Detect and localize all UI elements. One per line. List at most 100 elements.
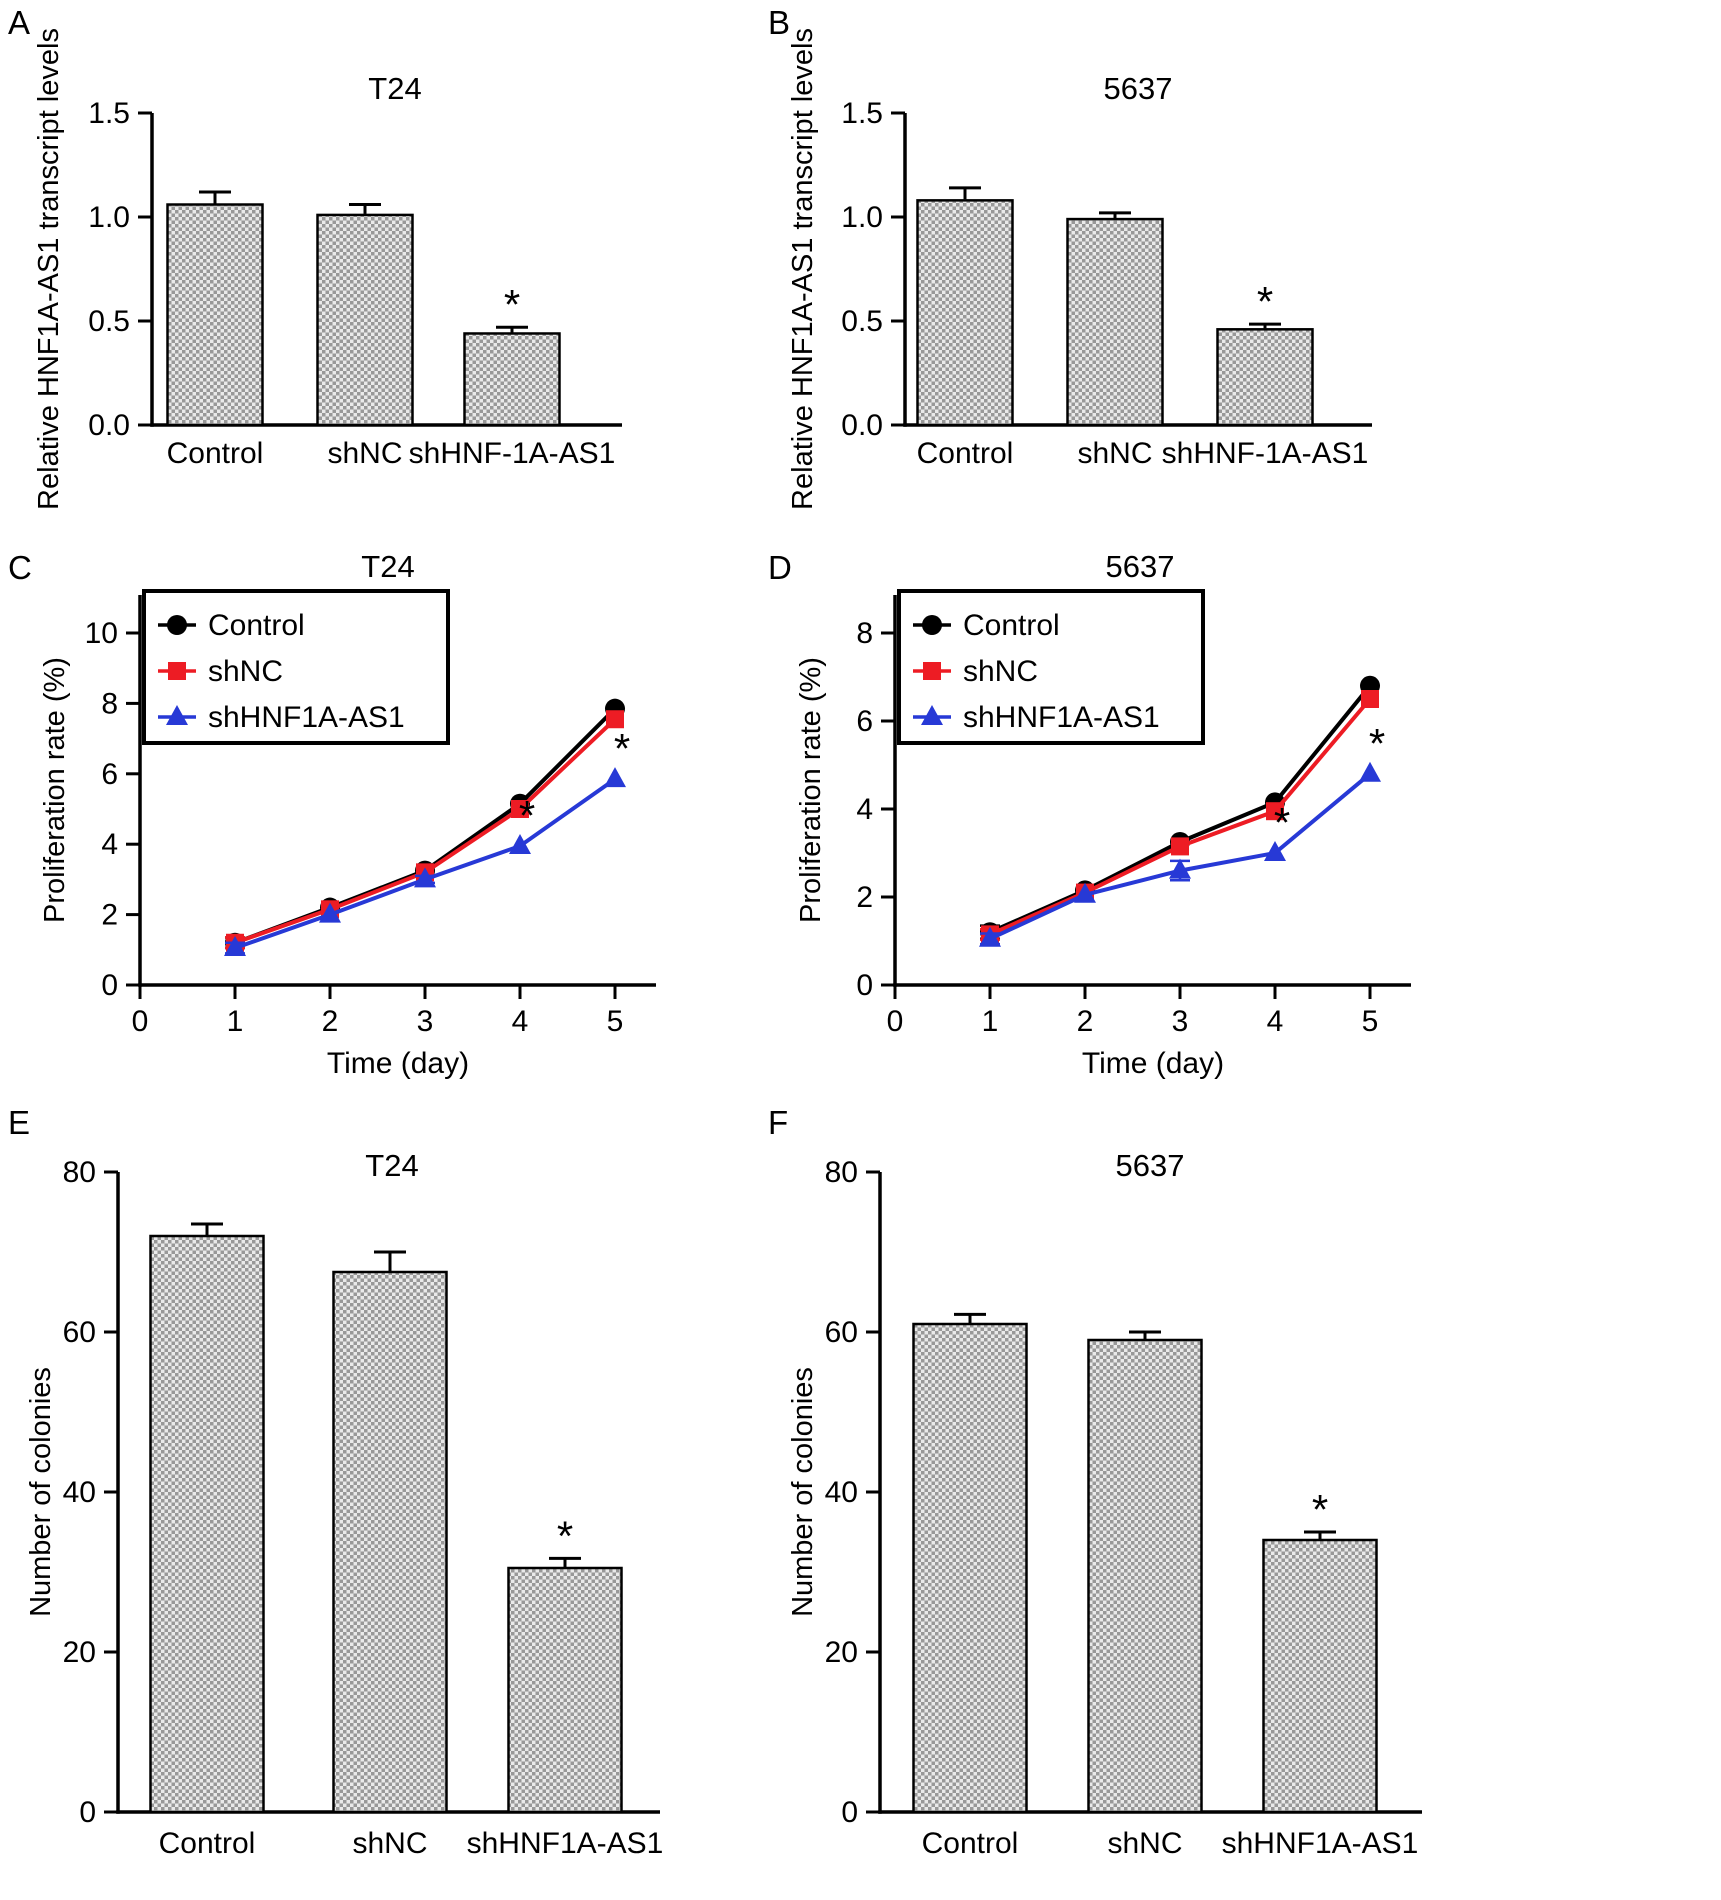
svg-text:Relative HNF1A-AS1 transcript: Relative HNF1A-AS1 transcript levels bbox=[787, 28, 819, 510]
svg-text:shHNF1A-AS1: shHNF1A-AS1 bbox=[467, 1827, 664, 1860]
panel-a: A 0.0 0.5 1.0 1.5 Control shNC * shHNF-1A-AS1 T2… bbox=[0, 0, 860, 545]
panel-f-letter: F bbox=[768, 1104, 789, 1141]
svg-text:*: * bbox=[1369, 720, 1385, 767]
svg-text:*: * bbox=[1312, 1486, 1328, 1533]
svg-text:1.0: 1.0 bbox=[841, 201, 883, 234]
svg-text:60: 60 bbox=[63, 1316, 96, 1349]
svg-text:10: 10 bbox=[85, 617, 118, 650]
svg-text:Time (day): Time (day) bbox=[1082, 1047, 1224, 1080]
svg-text:40: 40 bbox=[63, 1476, 96, 1509]
svg-text:Control: Control bbox=[167, 437, 264, 470]
svg-text:Relative HNF1A-AS1 transcript: Relative HNF1A-AS1 transcript levels bbox=[33, 28, 65, 510]
panel-c-letter: C bbox=[8, 549, 32, 586]
svg-text:shHNF-1A-AS1: shHNF-1A-AS1 bbox=[1162, 437, 1369, 470]
svg-text:4: 4 bbox=[101, 828, 118, 861]
svg-text:20: 20 bbox=[825, 1636, 858, 1669]
svg-text:0: 0 bbox=[887, 1005, 904, 1038]
panel-b: B 0.0 0.5 1.0 1.5 Control shNC * shHNF-1A-AS1 56… bbox=[760, 0, 1721, 545]
svg-text:5637: 5637 bbox=[1116, 1148, 1185, 1183]
chart-c-proliferation-line-t24: 0 2 4 6 8 10 0 1 2 3 4 5 Time (day) T24 Proliferation … bbox=[39, 549, 656, 1080]
svg-text:2: 2 bbox=[101, 899, 118, 932]
svg-text:2: 2 bbox=[856, 881, 873, 914]
svg-text:1.0: 1.0 bbox=[88, 201, 130, 234]
svg-text:Number of colonies: Number of colonies bbox=[25, 1367, 57, 1617]
svg-text:Control: Control bbox=[917, 437, 1014, 470]
svg-text:20: 20 bbox=[63, 1636, 96, 1669]
svg-text:2: 2 bbox=[1077, 1005, 1094, 1038]
svg-text:shNC: shNC bbox=[963, 655, 1038, 688]
svg-text:0.5: 0.5 bbox=[88, 305, 130, 338]
svg-text:8: 8 bbox=[101, 687, 118, 720]
svg-text:5637: 5637 bbox=[1106, 549, 1175, 584]
svg-text:4: 4 bbox=[856, 793, 873, 826]
chart-b-transcript-bar-5637: 0.0 0.5 1.0 1.5 Control shNC * shHNF-1A-AS1 5637… bbox=[787, 28, 1372, 510]
svg-text:5637: 5637 bbox=[1104, 71, 1173, 106]
panel-c: C 0 2 4 6 8 10 0 1 2 3 4 5 Time (day) T24 Proliferatio… bbox=[0, 545, 860, 1100]
svg-text:shNC: shNC bbox=[327, 437, 402, 470]
svg-text:T24: T24 bbox=[368, 71, 421, 106]
svg-text:3: 3 bbox=[1172, 1005, 1189, 1038]
panel-b-letter: B bbox=[768, 4, 791, 41]
svg-text:6: 6 bbox=[856, 705, 873, 738]
svg-text:40: 40 bbox=[825, 1476, 858, 1509]
svg-text:2: 2 bbox=[322, 1005, 339, 1038]
svg-text:0: 0 bbox=[856, 969, 873, 1002]
svg-text:3: 3 bbox=[417, 1005, 434, 1038]
chart-f-colonies-bar-5637: 0 20 40 60 80 Control shNC * shHNF1A-AS1 5637 Numb… bbox=[787, 1148, 1422, 1860]
svg-text:1: 1 bbox=[227, 1005, 244, 1038]
svg-text:*: * bbox=[519, 792, 535, 839]
svg-text:60: 60 bbox=[825, 1316, 858, 1349]
svg-text:1.5: 1.5 bbox=[88, 97, 130, 130]
svg-text:1.5: 1.5 bbox=[841, 97, 883, 130]
svg-text:*: * bbox=[614, 725, 630, 772]
svg-text:Proliferation rate (%): Proliferation rate (%) bbox=[39, 657, 71, 923]
chart-d-proliferation-line-5637: 0 2 4 6 8 0 1 2 3 4 5 Time (day) 5637 Proliferation r… bbox=[795, 549, 1411, 1080]
svg-text:shNC: shNC bbox=[1107, 1827, 1182, 1860]
svg-text:80: 80 bbox=[63, 1156, 96, 1189]
svg-text:shNC: shNC bbox=[208, 655, 283, 688]
panel-a-letter: A bbox=[8, 4, 31, 41]
svg-text:Control: Control bbox=[208, 609, 305, 642]
svg-text:0.5: 0.5 bbox=[841, 305, 883, 338]
svg-text:4: 4 bbox=[1267, 1005, 1284, 1038]
svg-text:0: 0 bbox=[132, 1005, 149, 1038]
panel-d: D 0 2 4 6 8 0 1 2 3 4 5 Time (day) 5637 Proliferation… bbox=[760, 545, 1721, 1100]
svg-text:T24: T24 bbox=[365, 1148, 418, 1183]
svg-text:shHNF1A-AS1: shHNF1A-AS1 bbox=[1222, 1827, 1419, 1860]
svg-text:Control: Control bbox=[922, 1827, 1019, 1860]
svg-text:shHNF1A-AS1: shHNF1A-AS1 bbox=[963, 701, 1160, 734]
chart-e-colonies-bar-t24: 0 20 40 60 80 Control shNC * shHNF1A-AS1 T24 Numbe… bbox=[25, 1148, 664, 1860]
svg-text:shNC: shNC bbox=[1077, 437, 1152, 470]
svg-text:1: 1 bbox=[982, 1005, 999, 1038]
svg-text:T24: T24 bbox=[361, 549, 414, 584]
chart-a-transcript-bar-t24: 0.0 0.5 1.0 1.5 Control shNC * shHNF-1A-AS1 T24 R… bbox=[33, 28, 622, 510]
svg-text:Control: Control bbox=[963, 609, 1060, 642]
svg-text:*: * bbox=[1274, 799, 1290, 846]
svg-text:0: 0 bbox=[79, 1796, 96, 1829]
svg-text:shHNF-1A-AS1: shHNF-1A-AS1 bbox=[409, 437, 616, 470]
svg-text:0.0: 0.0 bbox=[841, 409, 883, 442]
panel-e-letter: E bbox=[8, 1104, 31, 1141]
svg-text:Number of colonies: Number of colonies bbox=[787, 1367, 819, 1617]
svg-text:*: * bbox=[504, 281, 520, 328]
svg-text:shHNF1A-AS1: shHNF1A-AS1 bbox=[208, 701, 405, 734]
svg-text:4: 4 bbox=[512, 1005, 529, 1038]
svg-text:5: 5 bbox=[1362, 1005, 1379, 1038]
svg-text:Time (day): Time (day) bbox=[327, 1047, 469, 1080]
svg-text:shNC: shNC bbox=[352, 1827, 427, 1860]
svg-text:*: * bbox=[1257, 278, 1273, 325]
svg-text:*: * bbox=[557, 1512, 573, 1559]
svg-text:6: 6 bbox=[101, 758, 118, 791]
svg-text:Control: Control bbox=[159, 1827, 256, 1860]
svg-text:5: 5 bbox=[607, 1005, 624, 1038]
panel-e: E 0 20 40 60 80 Control shNC * shHNF1A-AS1 T24 Num… bbox=[0, 1100, 860, 1900]
panel-f: F 0 20 40 60 80 Control shNC * shHNF1A-AS1 5637 Nu… bbox=[760, 1100, 1721, 1900]
svg-text:Proliferation rate (%): Proliferation rate (%) bbox=[795, 657, 827, 923]
svg-text:80: 80 bbox=[825, 1156, 858, 1189]
svg-text:0: 0 bbox=[101, 969, 118, 1002]
svg-text:0.0: 0.0 bbox=[88, 409, 130, 442]
panel-d-letter: D bbox=[768, 549, 792, 586]
svg-text:8: 8 bbox=[856, 617, 873, 650]
svg-text:0: 0 bbox=[841, 1796, 858, 1829]
